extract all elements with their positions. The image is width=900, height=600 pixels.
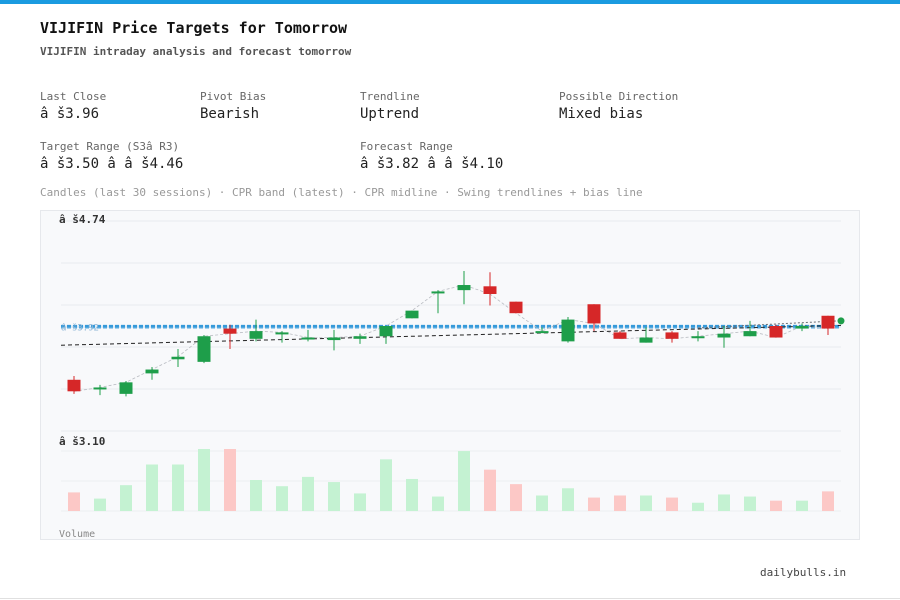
- stat-last-close: Last Close â š3.96: [40, 90, 106, 122]
- candle-body: [431, 291, 445, 294]
- candle-body: [93, 387, 107, 390]
- candle-body: [535, 331, 549, 334]
- stat-target-range: Target Range (S3â R3) â š3.50 â â š4.46: [40, 140, 183, 172]
- candle-body: [639, 337, 653, 343]
- stat-forecast-range-value: â š3.82 â â š4.10: [360, 156, 504, 172]
- volume-bar: [172, 464, 184, 511]
- volume-bar: [276, 486, 288, 511]
- volume-bar: [68, 492, 80, 511]
- chart-note: Candles (last 30 sessions) · CPR band (l…: [40, 186, 643, 199]
- stat-trendline-label: Trendline: [360, 90, 420, 103]
- candle-body: [691, 336, 705, 339]
- candle-body: [795, 326, 809, 329]
- top-accent-bar: [0, 0, 900, 4]
- volume-bar: [250, 480, 262, 511]
- footer-brand: dailybulls.in: [760, 566, 847, 579]
- volume-bar: [484, 469, 496, 511]
- volume-bar: [562, 488, 574, 511]
- stat-last-close-value: â š3.96: [40, 106, 100, 122]
- close-price-line: [73, 284, 829, 392]
- volume-bar: [328, 482, 340, 511]
- volume-bar: [744, 496, 756, 511]
- candle-body: [223, 328, 237, 334]
- volume-bar: [692, 502, 704, 511]
- candle-body: [457, 285, 471, 291]
- y-min-label: â š3.10: [59, 435, 105, 448]
- stat-trendline: Trendline Uptrend: [360, 90, 420, 122]
- candle-body: [613, 332, 627, 339]
- candle-body: [405, 310, 419, 319]
- candlestick-chart: â š3.92 â š4.74 â š3.10 Volume: [59, 213, 845, 540]
- candle-body: [379, 326, 393, 337]
- page-subtitle: VIJIFIN intraday analysis and forecast t…: [40, 45, 352, 58]
- stat-target-range-label: Target Range (S3â R3): [40, 140, 180, 153]
- volume-bar: [406, 478, 418, 511]
- page-title: VIJIFIN Price Targets for Tomorrow: [40, 19, 348, 37]
- volume-bar: [640, 495, 652, 511]
- candle-body: [171, 356, 185, 360]
- candle-body: [509, 301, 523, 314]
- volume-bar: [354, 493, 366, 511]
- stat-last-close-label: Last Close: [40, 90, 107, 103]
- candle-body: [145, 369, 159, 374]
- candle-body: [353, 336, 367, 339]
- stat-forecast-range: Forecast Range â š3.82 â â š4.10: [360, 140, 503, 172]
- volume-bar: [380, 459, 392, 511]
- cpr-label: â š3.92: [61, 323, 99, 334]
- forecast-marker: [837, 317, 845, 325]
- stat-direction: Possible Direction Mixed bias: [559, 90, 678, 122]
- volume-bar: [224, 449, 236, 511]
- volume-bar: [770, 500, 782, 511]
- volume-bar: [822, 491, 834, 511]
- y-max-label: â š4.74: [59, 213, 106, 226]
- candle-body: [665, 332, 679, 339]
- volume-bar: [614, 495, 626, 511]
- candle-body: [717, 333, 731, 338]
- volume-bar: [510, 484, 522, 511]
- candle-body: [327, 337, 341, 341]
- candle-body: [769, 326, 783, 338]
- stat-forecast-range-label: Forecast Range: [360, 140, 453, 153]
- stat-direction-value: Mixed bias: [559, 106, 644, 122]
- volume-bar: [718, 494, 730, 511]
- stat-direction-label: Possible Direction: [559, 90, 679, 103]
- candle-body: [561, 319, 575, 342]
- volume-label: Volume: [59, 529, 95, 540]
- volume-bar: [458, 451, 470, 511]
- candle-body: [119, 382, 133, 394]
- bottom-divider: [0, 598, 900, 599]
- volume-bar: [432, 496, 444, 511]
- chart-panel: â š3.92 â š4.74 â š3.10 Volume: [40, 210, 860, 540]
- candle-body: [483, 286, 497, 294]
- candle-body: [821, 315, 835, 329]
- candle-body: [67, 379, 81, 392]
- stat-pivot-bias-label: Pivot Bias: [200, 90, 267, 103]
- volume-bar: [536, 495, 548, 511]
- candle-body: [301, 337, 315, 340]
- candle-body: [275, 332, 289, 335]
- candle-body: [743, 331, 757, 337]
- stat-trendline-value: Uptrend: [360, 106, 420, 122]
- volume-bar: [120, 485, 132, 511]
- volume-bar: [666, 497, 678, 511]
- stat-target-range-value: â š3.50 â â š4.46: [40, 156, 184, 172]
- volume-bar: [94, 498, 106, 511]
- volume-bar: [302, 476, 314, 511]
- stat-pivot-bias-value: Bearish: [200, 106, 260, 122]
- bias-line: [697, 320, 839, 329]
- candle-body: [197, 336, 211, 362]
- volume-bar: [146, 464, 158, 511]
- candle-body: [249, 331, 263, 339]
- volume-bar: [588, 497, 600, 511]
- volume-bar: [796, 500, 808, 511]
- stat-pivot-bias: Pivot Bias Bearish: [200, 90, 266, 122]
- candle-body: [587, 304, 601, 324]
- volume-bar: [198, 449, 210, 511]
